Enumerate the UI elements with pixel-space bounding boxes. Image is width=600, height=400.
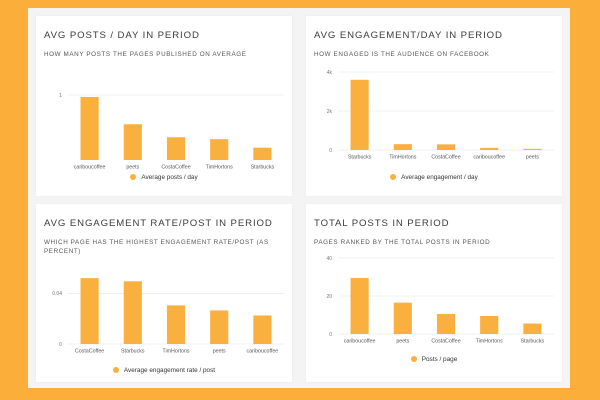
y-tick-label: 1 — [59, 93, 62, 99]
y-tick-label: 40 — [326, 256, 332, 262]
bar[interactable] — [123, 281, 142, 344]
chart-legend[interactable]: Average posts / day — [36, 174, 292, 181]
bar[interactable] — [210, 310, 229, 344]
bar[interactable] — [210, 139, 229, 160]
bar[interactable] — [480, 147, 499, 150]
chart-card-total-posts: TOTAL POSTS IN PERIOD PAGES RANKED BY TH… — [306, 204, 562, 382]
y-tick-label: 4k — [327, 70, 333, 76]
bar-chart: 0 0.04 CostaCoffee Starbucks TimHortons peets… — [52, 278, 284, 355]
y-tick-label: 0 — [329, 148, 332, 154]
x-tick-label: CostaCoffee — [75, 349, 104, 355]
x-tick-label: TimHortons — [389, 155, 417, 161]
chart-subtitle: PAGES RANKED BY THE TOTAL POSTS IN PERIO… — [314, 239, 491, 246]
chart-card-avg-engagement-rate-per-post: AVG ENGAGEMENT RATE/POST IN PERIOD WHICH… — [36, 204, 292, 382]
x-tick-label: Starbucks — [251, 165, 275, 171]
bar[interactable] — [253, 315, 272, 345]
x-tick-label: CostaCoffee — [161, 165, 190, 171]
chart-title: AVG ENGAGEMENT/DAY IN PERIOD — [314, 30, 503, 41]
chart-subtitle: HOW ENGAGED IS THE AUDIENCE ON FACEBOOK — [314, 51, 490, 58]
legend-swatch — [410, 356, 417, 362]
chart-title: TOTAL POSTS IN PERIOD — [314, 218, 450, 229]
chart-card-avg-engagement-per-day: AVG ENGAGEMENT/DAY IN PERIOD HOW ENGAGED… — [306, 16, 562, 196]
dashboard-frame: AVG POSTS / DAY IN PERIOD HOW MANY POSTS… — [28, 8, 570, 388]
x-tick-label: TimHortons — [476, 339, 504, 345]
bar[interactable] — [80, 96, 99, 160]
chart-title: AVG POSTS / DAY IN PERIOD — [44, 30, 200, 41]
x-tick-label: Starbucks — [121, 349, 145, 355]
x-tick-label: TimHortons — [206, 165, 234, 171]
x-tick-label: cariboucoffee — [74, 165, 106, 171]
bar[interactable] — [166, 137, 186, 160]
x-tick-label: CostaCoffee — [431, 339, 460, 345]
legend-swatch — [112, 367, 119, 373]
y-tick-label: 0.04 — [52, 291, 62, 297]
x-tick-label: cariboucoffee — [473, 155, 505, 161]
legend-swatch — [390, 174, 397, 180]
x-tick-label: peets — [396, 339, 409, 345]
chart-subtitle: WHICH PAGE HAS THE HIGHEST ENGAGEMENT RA… — [44, 239, 269, 255]
chart-subtitle: HOW MANY POSTS THE PAGES PUBLISHED ON AV… — [44, 51, 247, 58]
x-tick-label: CostaCoffee — [431, 155, 460, 161]
x-tick-label: cariboucoffee — [344, 339, 376, 345]
bar[interactable] — [480, 315, 499, 334]
bar[interactable] — [350, 79, 369, 150]
bar[interactable] — [436, 314, 456, 334]
x-tick-label: peets — [213, 349, 226, 355]
bar[interactable] — [436, 144, 456, 150]
x-tick-label: TimHortons — [162, 349, 190, 355]
bar-chart: 0 20 40 cariboucoffee peets CostaCoffee TimHor… — [326, 256, 554, 345]
y-tick-label: 0 — [59, 342, 62, 348]
bar-chart: 0 2k 4k Starbucks TimHortons CostaCoffee carib… — [327, 70, 554, 161]
legend-label: Average engagement rate / post — [123, 367, 216, 374]
bar[interactable] — [523, 323, 542, 334]
x-tick-label: Starbucks — [521, 339, 545, 345]
y-tick-label: 2k — [327, 109, 333, 115]
bar[interactable] — [166, 305, 186, 344]
bar-chart: 1 cariboucoffee peets CostaCoffee TimHortons… — [59, 93, 284, 171]
bar[interactable] — [350, 277, 369, 334]
chart-legend[interactable]: Average engagement rate / post — [36, 367, 292, 374]
bar[interactable] — [80, 278, 99, 344]
x-tick-label: peets — [526, 155, 539, 161]
chart-card-avg-posts-per-day: AVG POSTS / DAY IN PERIOD HOW MANY POSTS… — [36, 16, 292, 196]
y-tick-label: 20 — [326, 294, 332, 300]
x-tick-label: peets — [126, 165, 139, 171]
bar[interactable] — [523, 148, 542, 150]
bar[interactable] — [393, 302, 412, 334]
legend-swatch — [130, 174, 137, 180]
bar[interactable] — [393, 144, 412, 150]
legend-label: Average posts / day — [141, 174, 198, 181]
legend-label: Posts / page — [421, 356, 458, 363]
x-tick-label: Starbucks — [348, 155, 372, 161]
bar[interactable] — [123, 124, 142, 160]
legend-label: Average engagement / day — [401, 174, 478, 181]
chart-legend[interactable]: Average engagement / day — [306, 174, 562, 181]
y-tick-label: 0 — [329, 332, 332, 338]
chart-title: AVG ENGAGEMENT RATE/POST IN PERIOD — [44, 218, 273, 229]
chart-legend[interactable]: Posts / page — [306, 356, 562, 363]
bar[interactable] — [253, 147, 272, 160]
x-tick-label: cariboucoffee — [247, 349, 279, 355]
